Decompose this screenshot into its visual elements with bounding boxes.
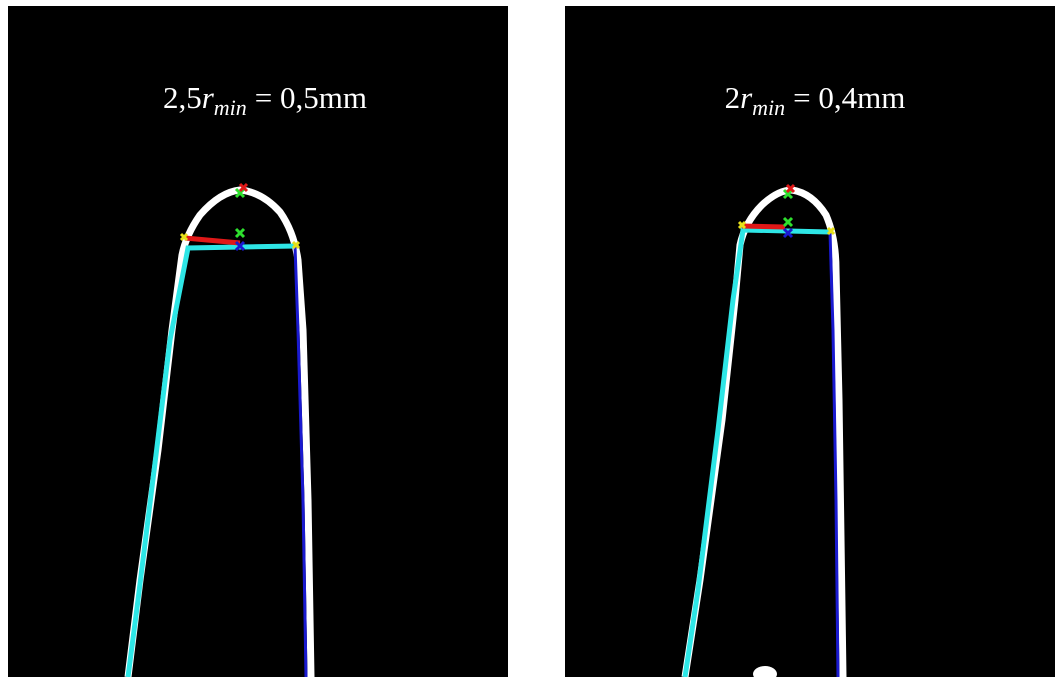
page: 2,5rmin= 0,5mm 2rmin= 0,4mm (() => { con… [0, 0, 1055, 677]
subscript: min [752, 95, 785, 120]
panel-left: 2,5rmin = 0,5mm [8, 6, 508, 677]
symbol: r [202, 80, 215, 115]
subscript: min [214, 95, 247, 120]
coefficient: 2,5 [163, 80, 202, 115]
figure: 2,5rmin= 0,5mm 2rmin= 0,4mm [0, 0, 1055, 677]
result: = 0,5mm [255, 80, 367, 115]
panel-label: 2rmin = 0,4mm [725, 80, 906, 120]
symbol: r [740, 80, 753, 115]
panel-right: 2rmin = 0,4mm [565, 6, 1055, 677]
result: = 0,4mm [793, 80, 905, 115]
chord [742, 226, 785, 227]
panel-label: 2,5rmin = 0,5mm [163, 80, 367, 120]
coefficient: 2 [725, 80, 741, 115]
